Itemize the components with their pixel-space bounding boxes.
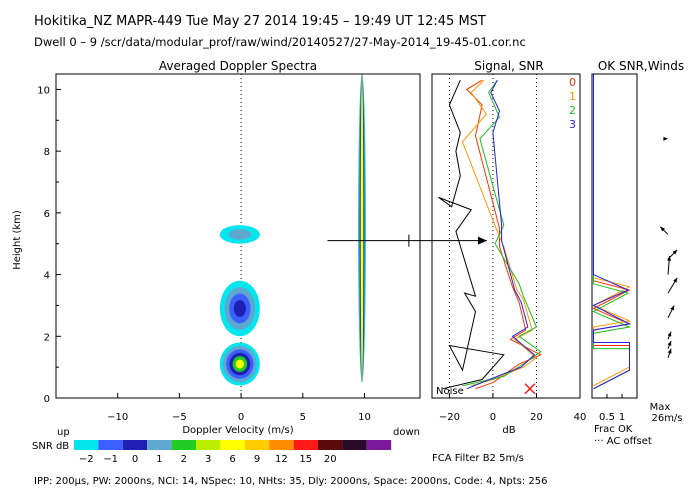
spectra-plot (219, 74, 367, 398)
colorbar-swatch (122, 440, 148, 450)
y-tick-label: 0 (44, 394, 50, 405)
colorbar-swatch (147, 440, 172, 450)
fracok-series-1 (592, 74, 632, 387)
winds-title: OK SNR,Winds (598, 59, 684, 73)
snr-series-signal (438, 79, 505, 390)
colorbar-swatch (196, 440, 221, 450)
y-tick-label: 6 (44, 209, 50, 220)
wind-arrow-head (670, 305, 675, 311)
wind-arrow-head (667, 348, 672, 354)
spectra-blob (219, 280, 260, 337)
colorbar-swatch (98, 440, 123, 450)
winds-plot (592, 74, 678, 390)
x-tick-label: −10 (107, 412, 128, 423)
colorbar-tick-label: 2 (181, 454, 187, 465)
x-tick-label: 5 (300, 412, 306, 423)
fracok-series-0 (592, 74, 632, 390)
snr-x-tick-label: 20 (530, 412, 543, 423)
colorbar-tick-label: 15 (299, 454, 312, 465)
axis-ticks: 0 2 4 6 8 10 −10 −5 0 5 10 −20 0 20 40 0.5 1 (37, 85, 625, 423)
x-tick-label: −5 (172, 412, 187, 423)
snr-series-0 (465, 79, 542, 390)
wind-arrow-head (663, 136, 668, 141)
footer-params: IPP: 200μs, PW: 2000ns, NCI: 14, NSpec: … (34, 476, 547, 487)
colorbar-tick-label: −1 (103, 454, 118, 465)
colorbar-tick-label: 6 (229, 454, 235, 465)
snr-xlabel: dB (502, 425, 515, 436)
wind-arrow-head (672, 249, 678, 255)
x-tick-label: 0 (238, 412, 244, 423)
colorbar-swatch (342, 440, 367, 450)
wind-arrow-head (673, 277, 678, 283)
colorbar-label: SNR dB (32, 441, 69, 452)
fracok-series-3 (592, 74, 632, 390)
y-tick-label: 4 (44, 271, 50, 282)
spectra-contour (235, 359, 244, 369)
wind-marker-head (478, 236, 487, 245)
colorbar-tick-label: 3 (205, 454, 211, 465)
fracok-x-tick-label: 0.5 (599, 412, 615, 423)
y-tick-label: 2 (44, 332, 50, 343)
colorbar-tick-label: 1 (156, 454, 162, 465)
snr-x-tick-label: 0 (490, 412, 496, 423)
header-line2: Dwell 0 – 9 /scr/data/modular_prof/raw/w… (34, 35, 526, 49)
wind-arrow-head (667, 340, 672, 346)
noise-marker (524, 383, 536, 395)
colorbar-swatch (220, 440, 245, 450)
noise-label: Noise (436, 386, 464, 397)
wind-arrow-head (660, 226, 665, 232)
fracok-x-tick-label: 1 (619, 412, 625, 423)
spectra-frame (55, 73, 421, 399)
y-tick-label: 10 (37, 85, 50, 96)
snr-x-tick-label: −20 (439, 412, 460, 423)
max-label: Max (650, 402, 671, 413)
y-tick-label: 8 (44, 147, 50, 158)
colorbar-tick-label: 20 (324, 454, 337, 465)
spectra-blob (219, 342, 260, 386)
frac-ok-label: Frac OK (594, 424, 633, 435)
legend-channel-2: 2 (569, 104, 576, 117)
ac-offset-label: ··· AC offset (594, 436, 652, 447)
colorbar-swatch (269, 440, 294, 450)
colorbar-tick-label: 12 (275, 454, 288, 465)
up-label: up (57, 427, 70, 438)
colorbar: −2 −1 0 1 2 3 6 9 12 15 20 (74, 440, 392, 465)
snr-x-tick-label: 40 (574, 412, 587, 423)
spectra-xlabel: Doppler Velocity (m/s) (182, 425, 293, 436)
spectra-contour (360, 74, 364, 383)
colorbar-swatch (293, 440, 318, 450)
fracok-series-2 (592, 74, 632, 390)
colorbar-swatch (171, 440, 196, 450)
wind-arrow-head (667, 331, 672, 337)
colorbar-tick-label: 9 (254, 454, 260, 465)
wind-marker (327, 234, 487, 247)
x-tick-label: 10 (358, 412, 371, 423)
colorbar-swatch (244, 440, 270, 450)
winds-frame (591, 73, 638, 399)
snr-frame (431, 73, 581, 399)
snr-series-1 (461, 79, 538, 387)
colorbar-swatch (366, 440, 392, 450)
spectra-blob (358, 74, 367, 383)
snr-title: Signal, SNR (474, 59, 543, 73)
snr-series-3 (466, 79, 536, 390)
legend-channel-1: 1 (569, 90, 576, 103)
down-label: down (393, 427, 420, 438)
spectra-contour (233, 300, 246, 317)
colorbar-swatch (74, 440, 99, 450)
legend-channel-3: 3 (569, 118, 576, 131)
spectra-blob (219, 225, 260, 244)
colorbar-swatch (318, 440, 343, 450)
max-value: 26m/s (651, 413, 682, 424)
spectra-title: Averaged Doppler Spectra (159, 59, 317, 73)
legend-channel-0: 0 (569, 76, 576, 89)
fca-filter-label: FCA Filter B2 5m/s (432, 453, 524, 464)
colorbar-tick-label: −2 (79, 454, 94, 465)
colorbar-tick-label: 0 (132, 454, 138, 465)
spectra-contour (228, 229, 252, 240)
height-axis-label: Height (km) (12, 210, 23, 270)
header-line1: Hokitika_NZ MAPR-449 Tue May 27 2014 19:… (34, 14, 486, 29)
